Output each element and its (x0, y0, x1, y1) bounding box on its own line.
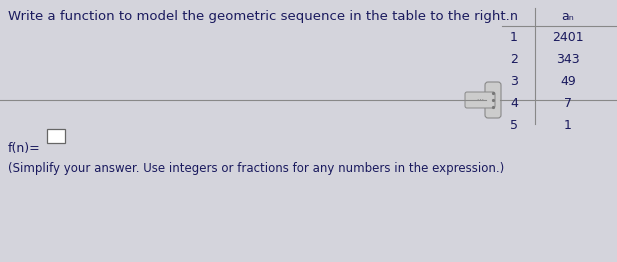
Text: 2: 2 (510, 53, 518, 66)
Text: f(n)=: f(n)= (8, 142, 41, 155)
Text: ⋯: ⋯ (476, 97, 484, 103)
Text: 2401: 2401 (552, 31, 584, 44)
Text: (Simplify your answer. Use integers or fractions for any numbers in the expressi: (Simplify your answer. Use integers or f… (8, 162, 504, 175)
FancyBboxPatch shape (485, 82, 501, 118)
Text: 49: 49 (560, 75, 576, 88)
Text: Write a function to model the geometric sequence in the table to the right.: Write a function to model the geometric … (8, 10, 510, 23)
Text: 343: 343 (556, 53, 580, 66)
FancyBboxPatch shape (47, 129, 65, 143)
Text: 7: 7 (564, 97, 572, 110)
Text: 1: 1 (564, 119, 572, 132)
FancyBboxPatch shape (465, 92, 495, 108)
Text: 4: 4 (510, 97, 518, 110)
Text: n: n (510, 10, 518, 23)
Text: 1: 1 (510, 31, 518, 44)
Text: 5: 5 (510, 119, 518, 132)
Text: aₙ: aₙ (561, 10, 574, 23)
Text: 3: 3 (510, 75, 518, 88)
